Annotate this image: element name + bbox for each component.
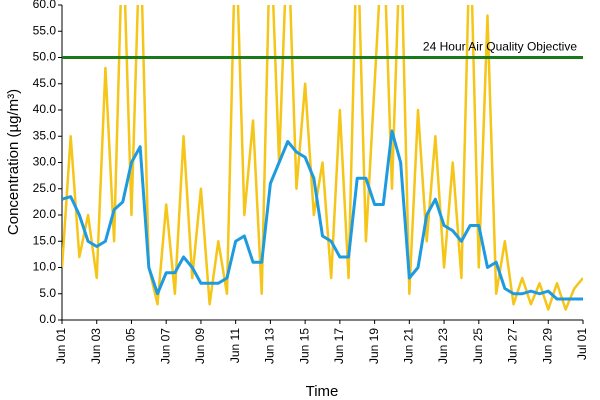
x-tick-label: Jun 01 [54, 328, 68, 364]
objective-label: 24 Hour Air Quality Objective [423, 40, 577, 54]
y-tick-label: 50.0 [33, 50, 57, 64]
y-tick-label: 20.0 [33, 207, 57, 221]
x-tick-label: Jul 01 [575, 328, 589, 360]
x-axis-title: Time [306, 383, 339, 400]
x-tick-label: Jun 29 [540, 328, 554, 364]
x-tick-label: Jun 19 [367, 328, 381, 364]
x-tick-label: Jun 09 [193, 328, 207, 364]
x-tick-label: Jun 25 [471, 328, 485, 364]
y-axis-title: Concentration (µg/m³) [5, 89, 22, 235]
x-tick-label: Jun 13 [263, 328, 277, 364]
series-line [62, 129, 583, 301]
y-tick-label: 10.0 [33, 260, 57, 274]
x-tick-label: Jun 11 [228, 328, 242, 363]
x-tick-label: Jun 17 [332, 328, 346, 364]
y-tick-label: 35.0 [33, 128, 57, 142]
x-tick-label: Jun 23 [436, 328, 450, 364]
y-tick-label: 0.0 [39, 312, 56, 326]
y-tick-label: 15.0 [33, 233, 57, 247]
x-tick-label: Jun 05 [124, 328, 138, 364]
y-tick-label: 60.0 [33, 0, 57, 11]
x-tick-label: Jun 21 [402, 328, 416, 364]
y-tick-label: 40.0 [33, 102, 57, 116]
y-tick-label: 5.0 [39, 286, 56, 300]
x-tick-label: Jun 07 [158, 328, 172, 364]
y-tick-label: 30.0 [33, 155, 57, 169]
x-tick-label: Jun 03 [89, 328, 103, 364]
x-tick-label: Jun 27 [506, 328, 520, 364]
y-tick-label: 25.0 [33, 181, 57, 195]
y-tick-label: 55.0 [33, 23, 57, 37]
y-tick-label: 45.0 [33, 76, 57, 90]
x-tick-label: Jun 15 [297, 328, 311, 364]
